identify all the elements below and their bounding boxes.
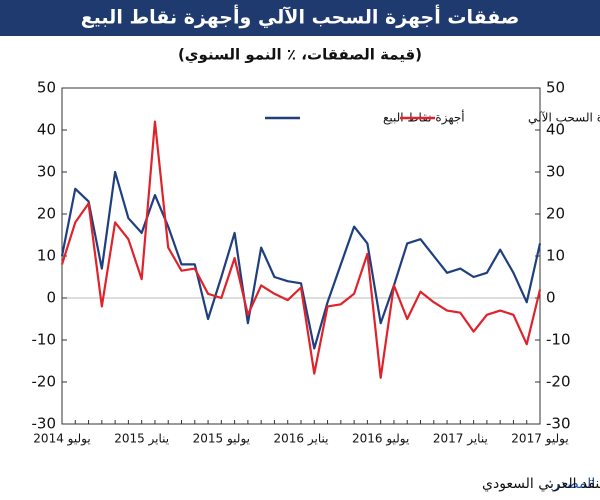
y-tick-label: 0 (46, 289, 56, 307)
legend-label: أجهزة السحب الآلي (528, 110, 600, 126)
y2-tick-label: -10 (546, 331, 571, 349)
y2-tick-label: -20 (546, 373, 571, 391)
y-tick-label: 10 (37, 247, 56, 265)
y-tick-label: 40 (37, 121, 56, 139)
y2-tick-label: 50 (546, 79, 565, 97)
x-tick-label: يوليو 2014 (33, 432, 90, 447)
x-tick-label: يناير 2016 (274, 432, 329, 447)
y2-tick-label: -30 (546, 415, 571, 433)
chart-subtitle: (قيمة الصفقات، ٪ النمو السنوي) (178, 46, 422, 65)
y-tick-label: 50 (37, 79, 56, 97)
series-line (60, 120, 542, 379)
series-line (60, 170, 542, 350)
source-label: المصدر: (548, 476, 595, 492)
x-tick-label: يوليو 2015 (193, 432, 250, 447)
x-tick-label: يناير 2015 (114, 432, 169, 447)
y-tick-label: 30 (37, 163, 56, 181)
y-tick-label: -20 (32, 373, 57, 391)
y-tick-label: -30 (32, 415, 57, 433)
title-bar (0, 0, 600, 36)
x-tick-label: يوليو 2016 (352, 432, 409, 447)
y2-tick-label: 30 (546, 163, 565, 181)
y2-tick-label: 0 (546, 289, 556, 307)
x-tick-label: يناير 2017 (433, 432, 488, 447)
y2-tick-label: 10 (546, 247, 565, 265)
chart-title: صفقات أجهزة السحب الآلي وأجهزة نقاط البي… (81, 5, 520, 29)
x-tick-label: يوليو 2017 (511, 432, 568, 447)
y2-tick-label: 40 (546, 121, 565, 139)
source: مؤسسة النقد العربي السعودي (482, 476, 600, 492)
y-tick-label: 20 (37, 205, 56, 223)
y2-tick-label: 20 (546, 205, 565, 223)
y-tick-label: -10 (32, 331, 57, 349)
